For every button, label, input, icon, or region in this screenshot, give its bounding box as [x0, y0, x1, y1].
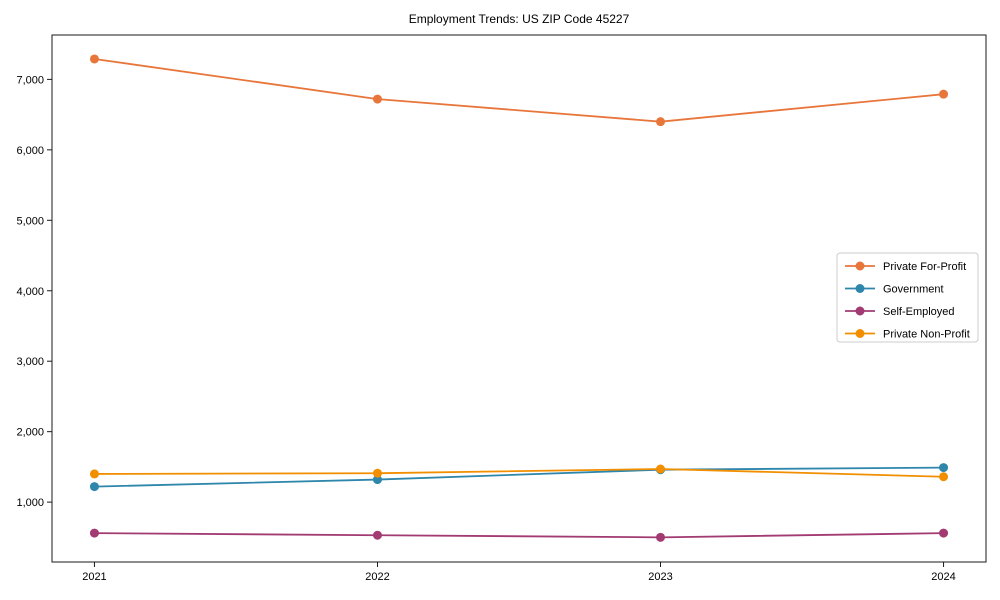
legend-item-label: Government [883, 284, 944, 296]
data-point-private-non-profit [939, 472, 949, 482]
legend-item-label: Self-Employed [883, 306, 955, 318]
x-tick-label: 2022 [365, 571, 389, 583]
y-tick-label: 7,000 [16, 74, 44, 86]
data-point-private-non-profit [89, 469, 99, 479]
y-tick-label: 1,000 [16, 497, 44, 509]
series-line-government [94, 466, 944, 488]
chart-title: Employment Trends: US ZIP Code 45227 [409, 12, 630, 26]
legend-marker-dot [855, 261, 865, 271]
data-point-government [372, 475, 382, 485]
data-point-private-for-profit [372, 94, 382, 104]
data-point-private-for-profit [89, 54, 99, 64]
data-point-private-non-profit [372, 468, 382, 478]
legend-marker-dot [855, 329, 865, 338]
x-tick-label: 2023 [648, 571, 672, 583]
data-point-government [89, 482, 99, 492]
legend-item-label: Private For-Profit [883, 261, 966, 273]
data-point-self-employed [372, 530, 382, 540]
data-point-government [939, 463, 949, 473]
x-tick-label: 2024 [931, 571, 955, 583]
plot-frame [51, 34, 987, 563]
y-tick-label: 3,000 [16, 356, 44, 368]
plot-area: 1,000 2,000 3,000 4,000 5,000 6,000 7,000 2021 2… [16, 34, 987, 583]
legend-item-label: Private Non-Profit [883, 329, 970, 341]
series-line-private-for-profit [94, 58, 944, 123]
data-point-private-non-profit [656, 464, 666, 474]
series-line-self-employed [94, 532, 944, 539]
data-point-self-employed [89, 528, 99, 538]
x-tick-label: 2021 [82, 571, 106, 583]
legend-marker-dot [855, 306, 865, 316]
y-tick-label: 5,000 [16, 215, 44, 227]
y-tick-label: 6,000 [16, 145, 44, 157]
data-point-private-for-profit [939, 89, 949, 99]
legend-box [836, 252, 979, 343]
y-tick-label: 2,000 [16, 427, 44, 439]
legend-marker-dot [855, 284, 865, 293]
y-tick-label: 4,000 [16, 286, 44, 298]
series-line-private-non-profit [94, 468, 944, 478]
data-point-self-employed [656, 532, 666, 542]
data-point-self-employed [939, 528, 949, 538]
data-point-private-for-profit [656, 117, 666, 127]
